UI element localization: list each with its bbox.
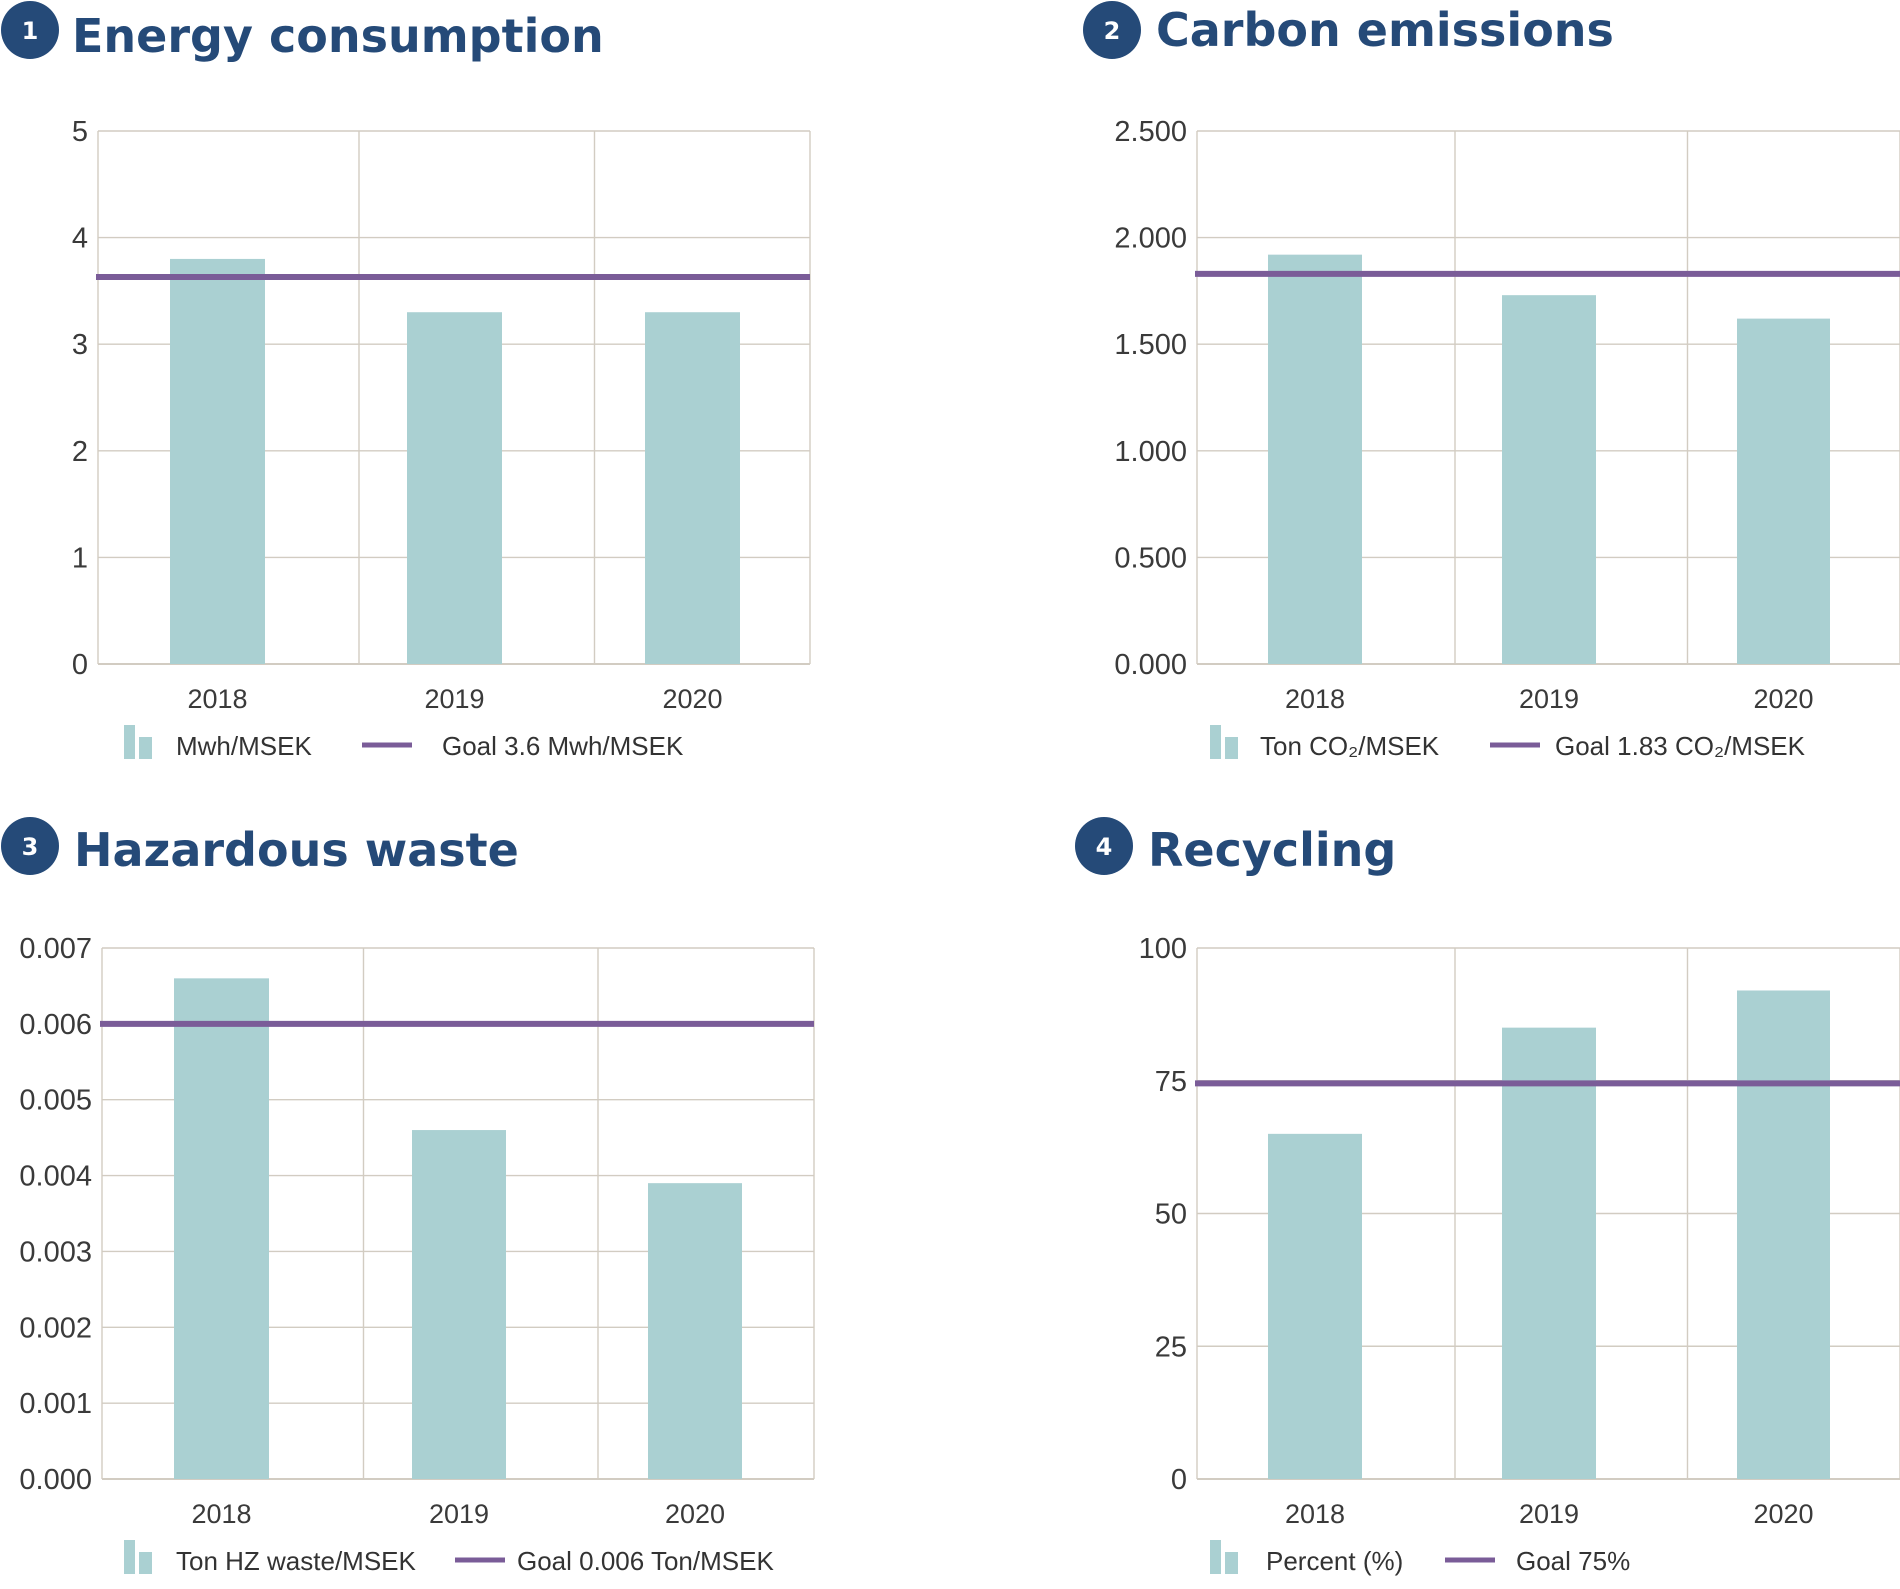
chart-panel-1: 1 Energy consumption 0 1 2 3 4 5 2018 2019 2020 Mwh… [1,1,811,761]
legend-goal-label: Goal 3.6 Mwh/MSEK [442,731,684,761]
bar-2019 [412,1130,506,1479]
y-tick-label: 1.000 [1114,436,1187,468]
y-tick-label: 0.004 [19,1161,92,1193]
chart-number-badge [1,817,59,875]
legend-goal-label: Goal 75% [1516,1546,1630,1576]
chart-title: Carbon emissions [1156,3,1614,57]
x-tick-label: 2020 [665,1499,725,1529]
y-tick-label: 2.500 [1114,116,1187,148]
y-tick-label: 0.003 [19,1236,92,1268]
chart-number: 3 [22,833,39,861]
chart-panel-2: 2 Carbon emissions 0.000 0.500 1.000 1.500 2.0… [1083,1,1900,761]
y-tick-label: 0.000 [19,1464,92,1496]
y-tick-label: 3 [72,329,88,361]
y-tick-label: 0.002 [19,1312,92,1344]
y-tick-label: 1.500 [1114,329,1187,361]
chart-number: 1 [22,17,39,45]
y-tick-label: 0.006 [19,1009,92,1041]
y-tick-label: 0.500 [1114,542,1187,574]
chart-title: Hazardous waste [74,823,519,877]
chart-panel-4: 4 Recycling 0 25 50 75 100 2018 2019 2020 Percent … [1075,817,1900,1576]
x-tick-label: 2019 [424,684,484,714]
chart-number: 2 [1104,17,1121,45]
chart-number: 4 [1096,833,1113,861]
legend-bar-swatch [139,737,152,759]
x-tick-label: 2020 [662,684,722,714]
bar-2018 [174,978,269,1479]
bar-2020 [1737,990,1830,1479]
chart-title: Recycling [1148,823,1396,877]
chart-number-badge [1083,1,1141,59]
legend-bar-label: Ton CO₂/MSEK [1260,731,1440,761]
chart-number-badge [1,1,59,59]
bar-2020 [1737,318,1830,664]
bar-2018 [1268,254,1362,664]
x-tick-label: 2020 [1753,684,1813,714]
x-tick-label: 2019 [1519,1499,1579,1529]
y-tick-label: 0.000 [1114,649,1187,681]
y-tick-label: 1 [72,542,88,574]
y-tick-label: 50 [1155,1199,1187,1231]
bar-2019 [1502,295,1596,664]
y-tick-label: 0 [1171,1464,1187,1496]
x-tick-label: 2018 [1285,1499,1345,1529]
legend-goal-label: Goal 1.83 CO₂/MSEK [1555,731,1806,761]
legend-bar-label: Percent (%) [1266,1546,1403,1576]
y-tick-label: 0 [72,649,88,681]
legend-bar-swatch [1225,737,1238,759]
bar-2018 [170,258,265,664]
legend-bar-label: Mwh/MSEK [176,731,312,761]
y-tick-label: 2.000 [1114,223,1187,255]
legend-bar-swatch [1210,1540,1221,1574]
y-tick-label: 4 [72,223,88,255]
legend-goal-label: Goal 0.006 Ton/MSEK [517,1546,774,1576]
legend-bar-swatch [124,1540,135,1574]
legend-bar-swatch [1210,725,1221,759]
y-tick-label: 2 [72,436,88,468]
chart-panel-3: 3 Hazardous waste 0.000 0.001 0.002 0.003 0.00… [1,817,815,1576]
chart-title: Energy consumption [72,9,604,63]
y-tick-label: 5 [72,116,88,148]
x-tick-label: 2020 [1753,1499,1813,1529]
legend-bar-swatch [139,1552,152,1574]
legend-bar-swatch [1225,1552,1238,1574]
x-tick-label: 2019 [1519,684,1579,714]
bar-2019 [407,312,502,664]
y-tick-label: 100 [1139,933,1187,965]
x-tick-label: 2018 [191,1499,251,1529]
bar-2018 [1268,1133,1362,1479]
x-tick-label: 2018 [187,684,247,714]
y-tick-label: 0.005 [19,1085,92,1117]
chart-number-badge [1075,817,1133,875]
bar-2020 [648,1183,742,1479]
legend-bar-swatch [124,725,135,759]
x-tick-label: 2018 [1285,684,1345,714]
legend-bar-label: Ton HZ waste/MSEK [176,1546,417,1576]
y-tick-label: 0.001 [19,1388,92,1420]
bar-2019 [1502,1027,1596,1479]
y-tick-label: 0.007 [19,933,92,965]
bar-2020 [645,312,740,664]
x-tick-label: 2019 [429,1499,489,1529]
y-tick-label: 25 [1155,1331,1187,1363]
y-tick-label: 75 [1155,1066,1187,1098]
